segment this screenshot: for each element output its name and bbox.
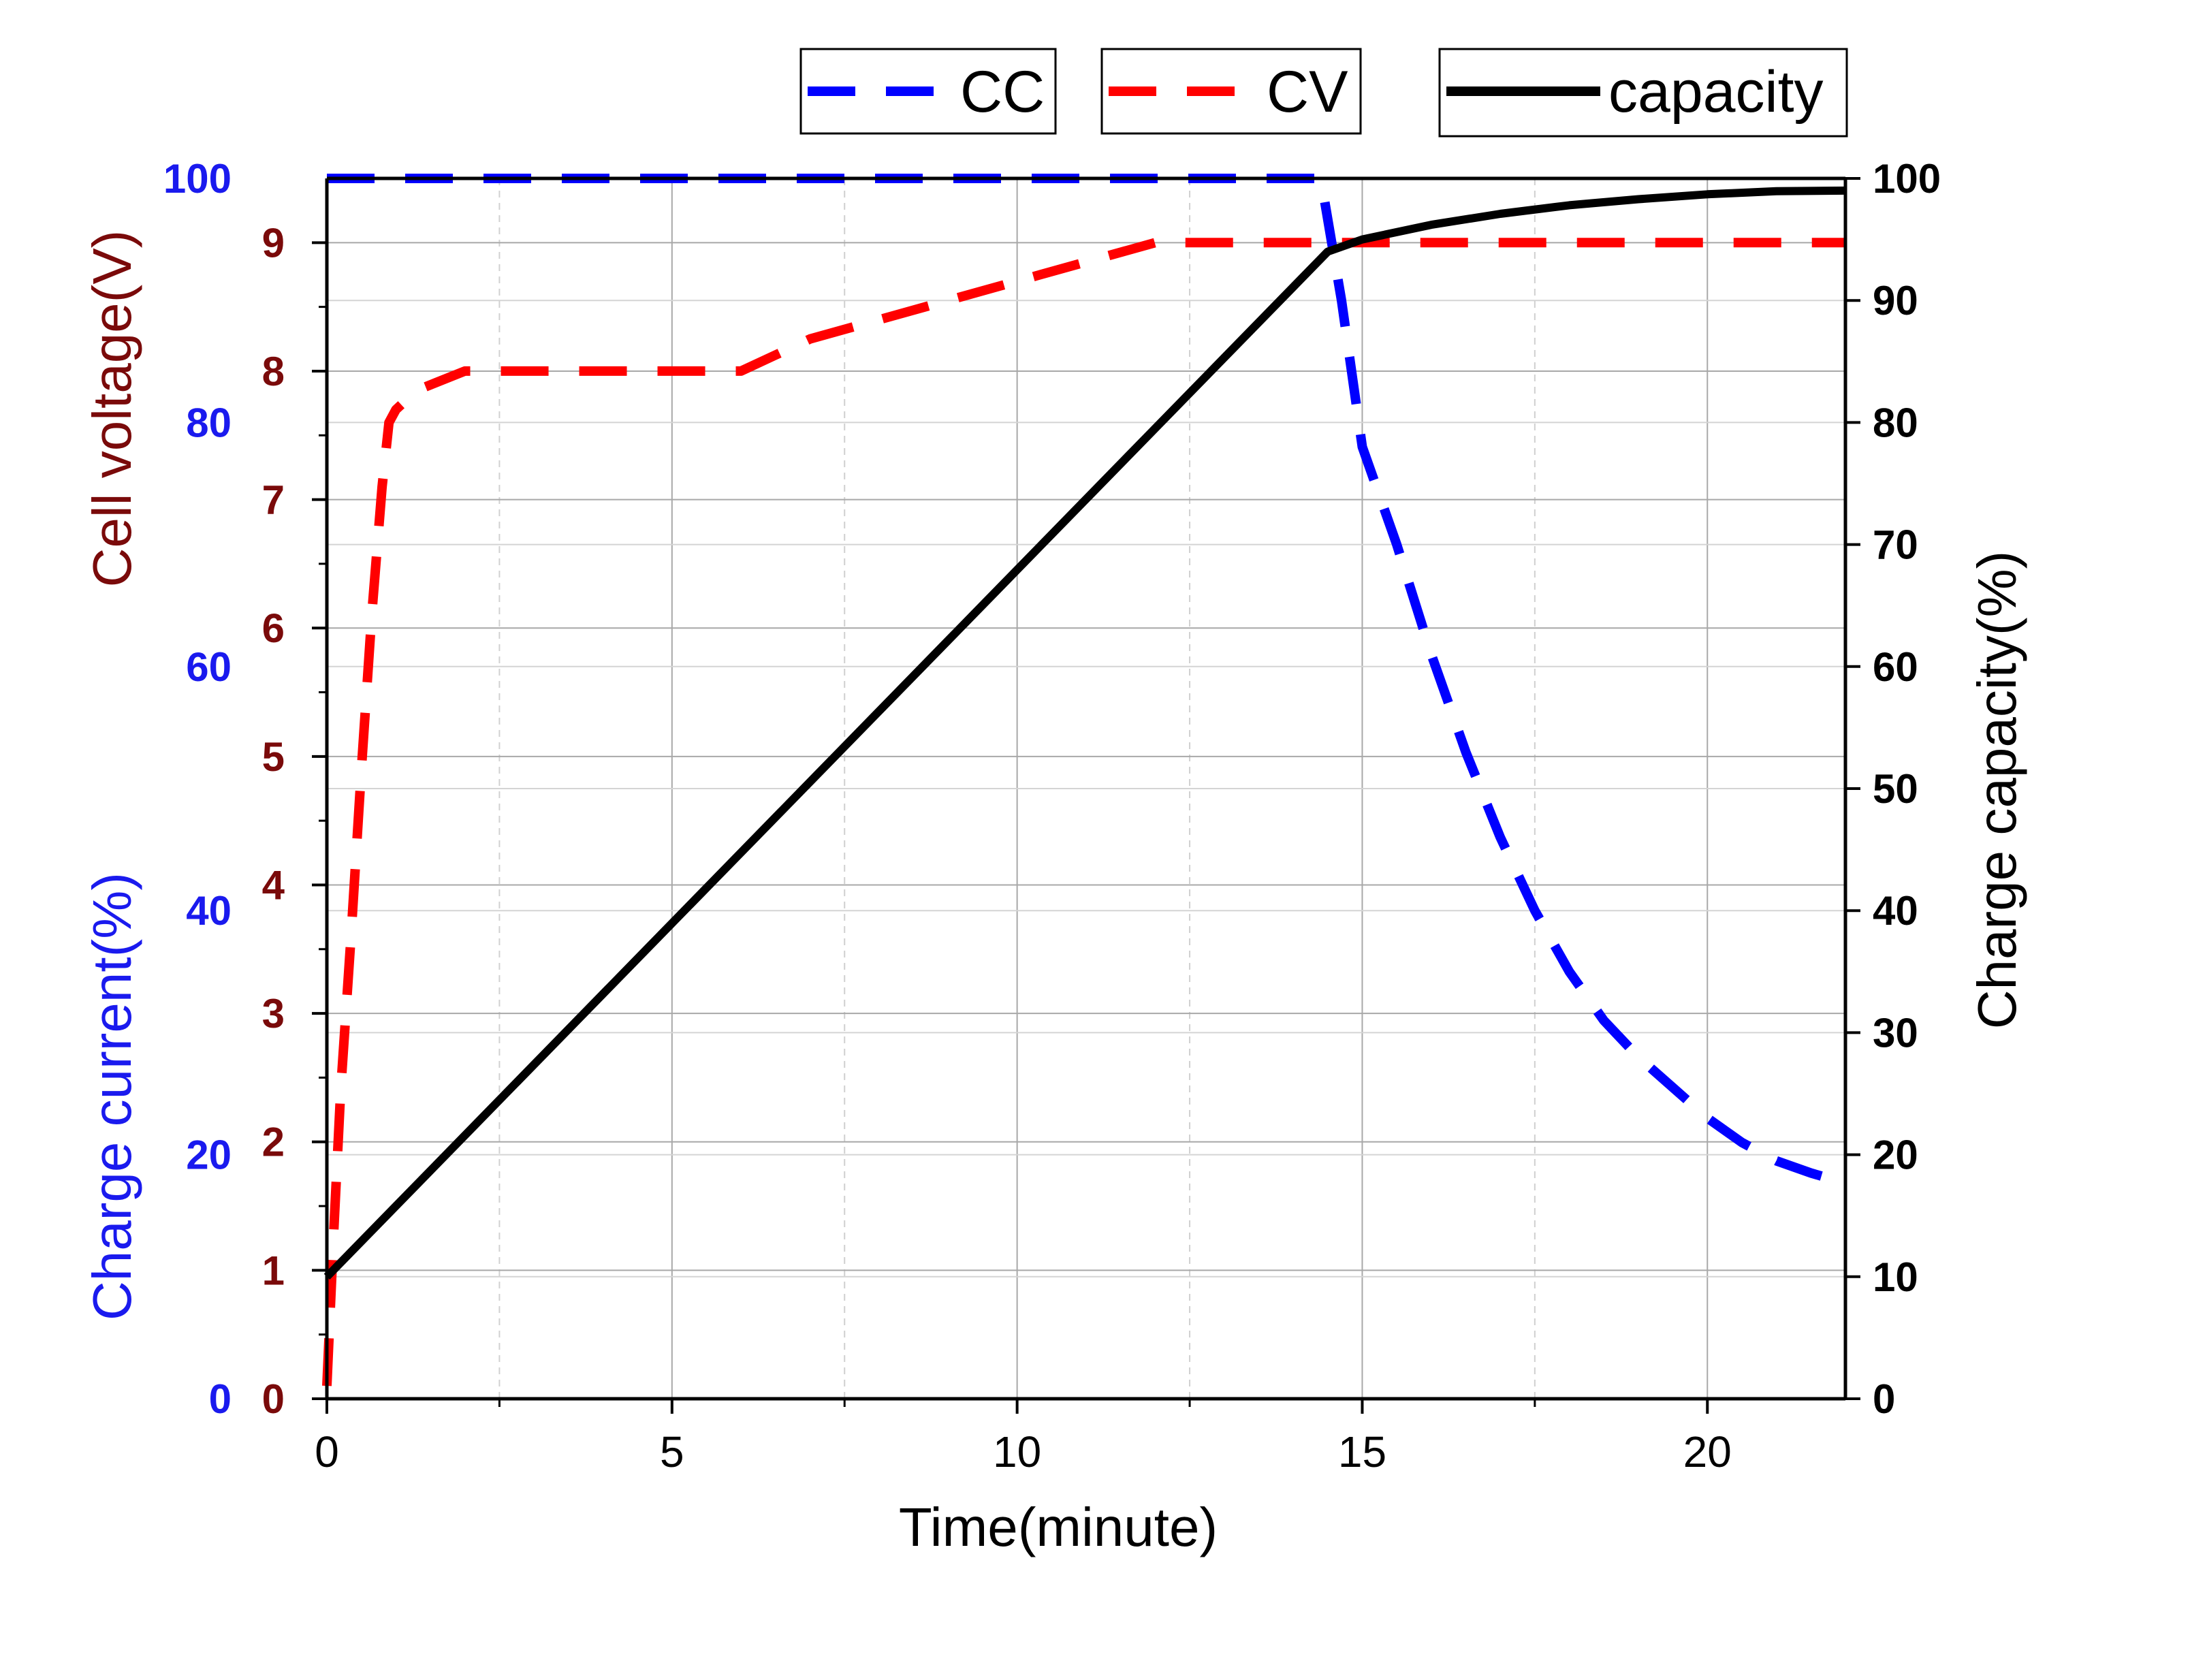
voltage-tick-label: 5 [262, 734, 285, 780]
current-tick-label: 80 [186, 400, 232, 445]
capacity-tick-label: 50 [1873, 766, 1918, 812]
capacity-axis-title: Charge capacity(%) [1967, 551, 2027, 1030]
title-layer: Time(minute) Cell voltage(V) Charge curr… [82, 230, 2027, 1557]
x-tick-label: 15 [1338, 1427, 1386, 1476]
x-axis-title: Time(minute) [899, 1497, 1218, 1557]
voltage-tick-label: 7 [262, 477, 285, 523]
series-layer [322, 174, 1846, 1386]
legend-label-cv: CV [1267, 59, 1348, 125]
x-tick-label: 20 [1683, 1427, 1732, 1476]
capacity-tick-label: 0 [1873, 1376, 1895, 1422]
capacity-tick-label: 70 [1873, 522, 1918, 568]
series-capacity-line [323, 186, 1846, 1280]
legend: CC CV capacity [799, 48, 1848, 138]
current-tick-label: 20 [186, 1132, 232, 1178]
capacity-tick-label: 20 [1873, 1132, 1918, 1178]
legend-label-capacity: capacity [1608, 59, 1824, 125]
capacity-tick-label: 60 [1873, 644, 1918, 690]
voltage-axis-title: Cell voltage(V) [82, 230, 142, 588]
capacity-tick-label: 90 [1873, 278, 1918, 323]
current-axis-title: Charge current(%) [82, 872, 142, 1320]
capacity-tick-label: 100 [1873, 156, 1941, 202]
series-cc-line [327, 174, 1833, 1184]
x-tick-label: 0 [315, 1427, 339, 1476]
capacity-tick-label: 80 [1873, 400, 1918, 445]
tick-layer: 0 5 10 15 2001234567890204060801000102030405… [163, 156, 1941, 1476]
legend-item-cv: CV [1100, 48, 1362, 135]
legend-label-cc: CC [960, 59, 1045, 125]
voltage-tick-label: 0 [262, 1376, 285, 1422]
legend-item-cc: CC [799, 48, 1057, 135]
voltage-tick-label: 1 [262, 1248, 285, 1293]
current-tick-label: 100 [163, 156, 232, 202]
voltage-tick-label: 6 [262, 605, 285, 651]
capacity-tick-label: 30 [1873, 1010, 1918, 1056]
current-tick-label: 0 [209, 1376, 232, 1422]
voltage-tick-label: 8 [262, 349, 285, 394]
voltage-tick-label: 3 [262, 991, 285, 1036]
legend-item-capacity: capacity [1438, 48, 1848, 138]
capacity-tick-label: 40 [1873, 888, 1918, 934]
voltage-tick-label: 9 [262, 220, 285, 266]
x-tick-label: 10 [993, 1427, 1041, 1476]
x-tick-label: 5 [660, 1427, 684, 1476]
current-tick-label: 60 [186, 644, 232, 690]
capacity-tick-label: 10 [1873, 1254, 1918, 1300]
current-tick-label: 40 [186, 888, 232, 934]
voltage-tick-label: 4 [262, 862, 285, 908]
series-cv-line [322, 238, 1845, 1386]
voltage-tick-label: 2 [262, 1120, 285, 1165]
